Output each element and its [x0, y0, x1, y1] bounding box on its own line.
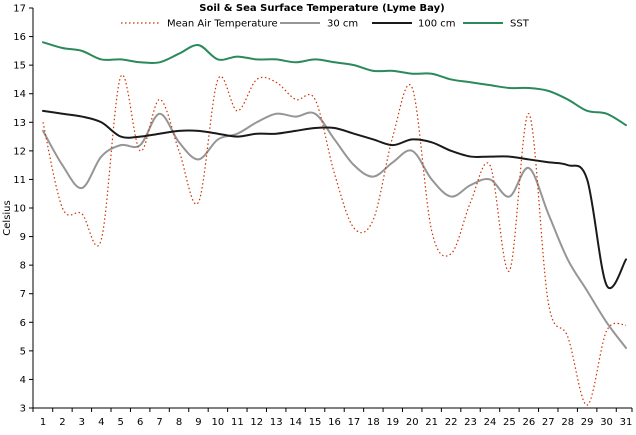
x-tick-label: 17 [348, 417, 361, 428]
x-tick-label: 20 [406, 417, 419, 428]
y-tick-label: 4 [20, 375, 26, 386]
x-tick-label: 19 [386, 417, 399, 428]
x-tick-label: 15 [309, 417, 322, 428]
y-tick-label: 7 [20, 289, 26, 300]
legend-item: SST [463, 19, 530, 30]
x-tick-label: 26 [522, 417, 535, 428]
x-tick-label: 18 [367, 417, 380, 428]
legend-item: 30 cm [280, 19, 358, 30]
x-tick-label: 31 [620, 417, 633, 428]
y-tick-label: 3 [20, 404, 26, 415]
chart-title: Soil & Sea Surface Temperature (Lyme Bay… [199, 3, 444, 14]
legend-label: SST [510, 19, 530, 30]
x-tick-label: 23 [464, 417, 477, 428]
x-tick-label: 3 [79, 417, 85, 428]
x-tick-label: 11 [231, 417, 244, 428]
legend-label: 30 cm [327, 19, 358, 30]
x-tick-label: 27 [542, 417, 555, 428]
x-tick-label: 1 [40, 417, 46, 428]
series-line-100-cm [42, 109, 627, 290]
y-tick-label: 16 [13, 32, 26, 43]
x-tick-label: 22 [445, 417, 458, 428]
y-tick-label: 5 [20, 346, 26, 357]
x-tick-label: 24 [484, 417, 497, 428]
x-tick-label: 29 [581, 417, 594, 428]
legend-label: 100 cm [418, 19, 456, 30]
x-tick-label: 21 [425, 417, 438, 428]
series-layer [42, 41, 627, 406]
x-tick-label: 12 [250, 417, 263, 428]
y-tick-label: 9 [20, 232, 26, 243]
legend-item: Mean Air Temperature [121, 19, 278, 30]
y-tick-label: 6 [20, 318, 26, 329]
y-tick-label: 17 [13, 4, 26, 15]
x-tick-label: 8 [176, 417, 182, 428]
x-tick-label: 14 [289, 417, 302, 428]
x-tick-label: 2 [59, 417, 65, 428]
y-tick-label: 8 [20, 261, 26, 272]
x-tick-label: 7 [156, 417, 162, 428]
series-line-30-cm [42, 111, 627, 349]
legend-item: 100 cm [372, 19, 456, 30]
x-tick-label: 13 [270, 417, 283, 428]
y-axis-label: Celsius [2, 200, 13, 235]
legend: Mean Air Temperature 30 cm 100 cm SST [121, 19, 530, 30]
y-tick-label: 10 [13, 204, 26, 215]
y-tick-label: 14 [13, 89, 26, 100]
x-tick-label: 30 [600, 417, 613, 428]
y-tick-label: 11 [13, 175, 26, 186]
series-line-sst [42, 41, 627, 127]
x-tick-label: 25 [503, 417, 516, 428]
y-tick-label: 12 [13, 146, 26, 157]
x-tick-label: 5 [118, 417, 124, 428]
x-tick-label: 10 [212, 417, 225, 428]
x-tick-label: 4 [98, 417, 104, 428]
x-tick-label: 16 [328, 417, 341, 428]
legend-label: Mean Air Temperature [167, 19, 278, 30]
y-tick-label: 13 [13, 118, 26, 129]
x-tick-label: 6 [137, 417, 143, 428]
y-tick-label: 15 [13, 61, 26, 72]
x-tick-label: 28 [561, 417, 574, 428]
x-tick-label: 9 [195, 417, 201, 428]
